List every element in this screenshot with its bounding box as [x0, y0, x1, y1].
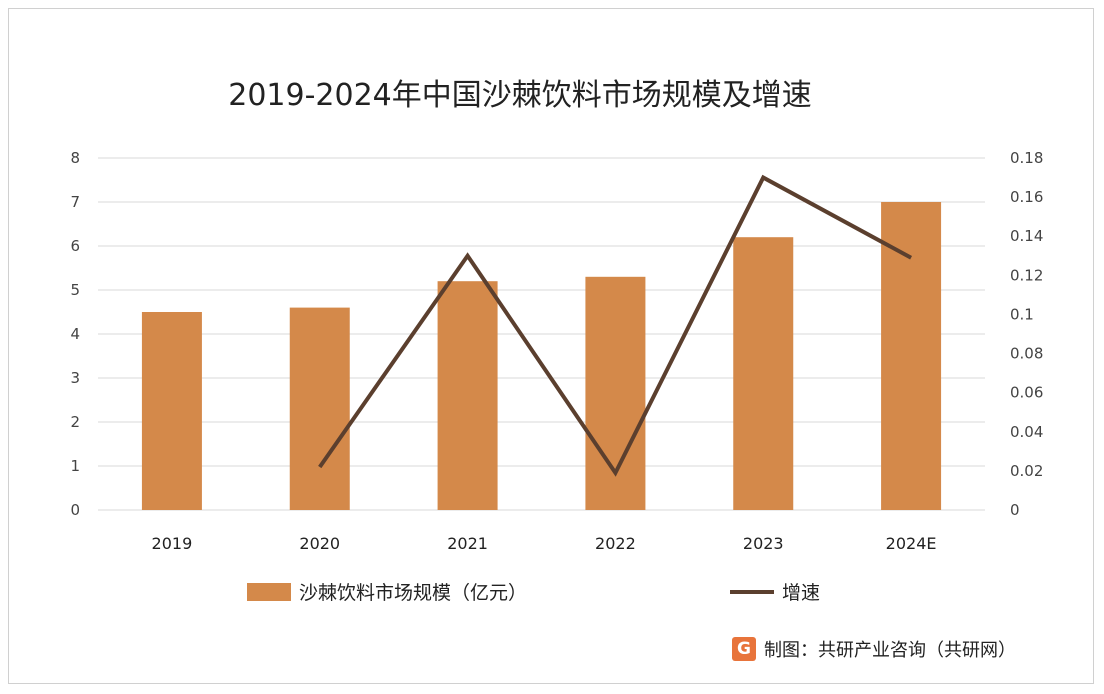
legend-swatch-line: [730, 589, 774, 594]
legend-item-market-size: 沙棘饮料市场规模（亿元）: [247, 578, 527, 605]
y-right-tick-label: 0.16: [1010, 188, 1043, 206]
y-right-tick-label: 0.18: [1010, 149, 1043, 167]
y-right-tick-label: 0.04: [1010, 423, 1043, 441]
y-right-tick-label: 0: [1010, 501, 1020, 519]
bar: [437, 281, 498, 510]
legend-label-market-size: 沙棘饮料市场规模（亿元）: [299, 582, 528, 604]
y-left-tick-label: 7: [70, 193, 80, 211]
x-tick-label: 2019: [152, 534, 193, 553]
x-tick-label: 2022: [595, 534, 636, 553]
bar: [289, 307, 350, 510]
source-label: 制图：共研产业咨询（共研网）: [764, 640, 1016, 661]
legend-swatch-bar: [247, 582, 291, 601]
y-left-tick-label: 1: [70, 457, 80, 475]
chart-frame: [8, 8, 1094, 684]
y-right-tick-label: 0.02: [1010, 462, 1043, 480]
x-tick-label: 2023: [743, 534, 784, 553]
x-tick-label: 2024E: [886, 534, 937, 553]
y-right-tick-label: 0.1: [1010, 305, 1034, 323]
y-right-tick-label: 0.12: [1010, 266, 1043, 284]
brand-logo-icon: G: [732, 637, 756, 661]
y-left-tick-label: 0: [70, 501, 80, 519]
x-tick-label: 2020: [299, 534, 340, 553]
y-right-tick-label: 0.06: [1010, 384, 1043, 402]
legend-label-growth: 增速: [782, 582, 821, 604]
y-left-tick-label: 6: [70, 237, 80, 255]
y-right-tick-label: 0.08: [1010, 345, 1043, 363]
chart-title: 2019-2024年中国沙棘饮料市场规模及增速: [228, 78, 812, 113]
y-left-tick-label: 5: [70, 281, 80, 299]
y-left-tick-label: 3: [70, 369, 80, 387]
x-tick-label: 2021: [447, 534, 488, 553]
bar: [881, 202, 942, 510]
y-right-tick-label: 0.14: [1010, 227, 1043, 245]
source-credit: G 制图：共研产业咨询（共研网）: [732, 636, 1016, 662]
bar: [733, 237, 794, 510]
y-left-tick-label: 2: [70, 413, 80, 431]
chart-plot: 0 1 2 3 4 5 6 7 8 0 0.02 0.04 0.06 0.08 0.1 0.12 0.14 0.1…: [70, 149, 1043, 553]
legend-item-growth: 增速: [730, 578, 820, 605]
y-left-tick-label: 8: [70, 149, 80, 167]
y-left-tick-label: 4: [70, 325, 80, 343]
bar: [141, 312, 202, 510]
